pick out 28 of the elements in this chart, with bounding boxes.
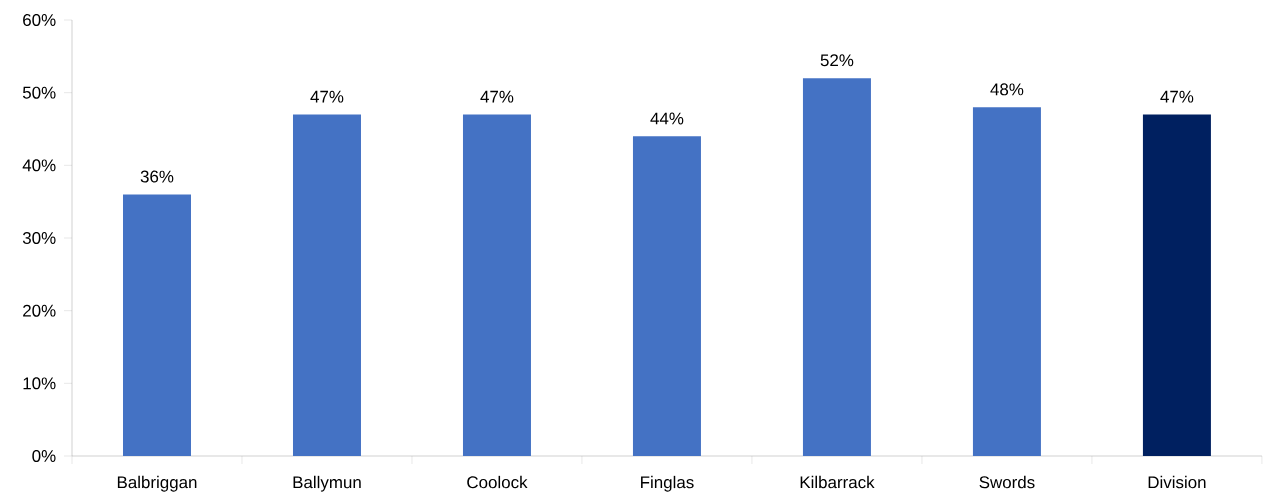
bar xyxy=(972,107,1041,456)
y-tick-label: 50% xyxy=(22,86,56,99)
data-label: 47% xyxy=(480,90,514,103)
data-label: 47% xyxy=(1160,90,1194,103)
data-label: 47% xyxy=(310,90,344,103)
x-tick-label: Coolock xyxy=(467,475,528,489)
bar xyxy=(123,194,191,456)
x-tick-label: Kilbarrack xyxy=(800,475,875,489)
x-tick-label: Balbriggan xyxy=(117,475,197,492)
y-tick-label: 10% xyxy=(23,377,56,390)
y-tick-label: 60% xyxy=(23,14,56,26)
bar xyxy=(802,78,871,456)
data-label: 44% xyxy=(650,112,684,125)
x-tick-label: Swords xyxy=(979,475,1035,489)
bar xyxy=(632,136,701,456)
x-tick-label: Finglas xyxy=(641,475,694,492)
bar xyxy=(462,114,531,456)
y-tick-label: 20% xyxy=(23,304,56,317)
bar xyxy=(1142,114,1211,456)
y-tick-label: 30% xyxy=(22,232,56,244)
x-tick-label: Division xyxy=(1148,475,1206,489)
bar xyxy=(292,114,361,456)
y-tick-label: 0% xyxy=(32,450,56,462)
y-tick-label: 40% xyxy=(22,159,56,172)
data-label: 48% xyxy=(990,83,1024,96)
data-label: 52% xyxy=(820,54,854,67)
data-label: 36% xyxy=(140,170,174,183)
x-tick-label: Ballymun xyxy=(293,475,361,492)
